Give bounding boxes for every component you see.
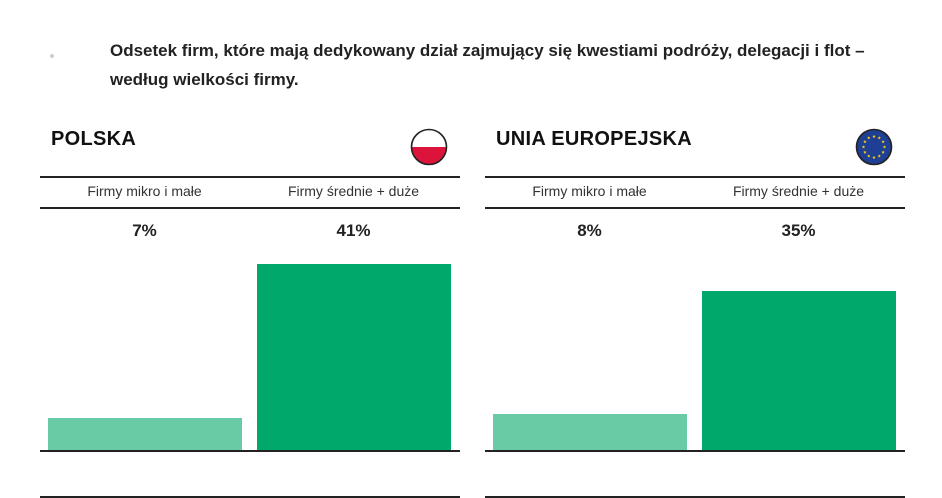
poland-flag-icon	[410, 128, 448, 166]
bar-firmy-mikro-i-male	[48, 418, 242, 450]
eu-star-icon	[867, 136, 871, 140]
category-label: Firmy średnie + duże	[732, 183, 865, 199]
data-label: 8%	[577, 221, 602, 240]
category-label: Firmy mikro i małe	[532, 183, 647, 199]
data-label: 41%	[336, 221, 371, 240]
chart-panel-polska: POLSKA Firmy mikro i małe Firmy średnie …	[40, 120, 460, 498]
baseline-rule	[485, 450, 905, 452]
eu-star-icon	[872, 155, 876, 159]
chart-panel-unia-europejska: UNIA EUROPEJSKA Firmy mikro i małe Firmy…	[485, 120, 905, 498]
header-rule-bottom	[485, 207, 905, 209]
eu-star-icon	[882, 145, 887, 149]
decorative-dot	[50, 54, 54, 58]
category-label: Firmy średnie + duże	[287, 183, 420, 199]
eu-star-icon	[872, 134, 876, 138]
eu-star-icon	[863, 150, 867, 154]
eu-star-icon	[877, 136, 881, 140]
category-label: Firmy mikro i małe	[87, 183, 202, 199]
data-label: 35%	[781, 221, 816, 240]
bar-firmy-mikro-i-male	[493, 414, 687, 450]
eu-star-icon	[881, 139, 885, 144]
header-rule-top	[485, 176, 905, 178]
footer-rule	[40, 496, 460, 498]
panel-title: UNIA EUROPEJSKA	[496, 128, 693, 150]
footer-rule	[485, 496, 905, 498]
bar-firmy-srednie-duze	[257, 264, 451, 450]
eu-flag-icon	[855, 128, 893, 166]
eu-star-icon	[863, 139, 867, 144]
eu-star-icon	[867, 154, 871, 158]
eu-star-icon	[861, 145, 866, 149]
header-rule-top	[40, 176, 460, 178]
panel-title: POLSKA	[51, 128, 137, 150]
bar-firmy-srednie-duze	[702, 291, 896, 450]
eu-star-icon	[877, 154, 881, 158]
header-rule-bottom	[40, 207, 460, 209]
baseline-rule	[40, 450, 460, 452]
data-label: 7%	[132, 221, 157, 240]
eu-star-icon	[881, 150, 885, 154]
chart-title: Odsetek firm, które mają dedykowany dzia…	[110, 41, 865, 89]
